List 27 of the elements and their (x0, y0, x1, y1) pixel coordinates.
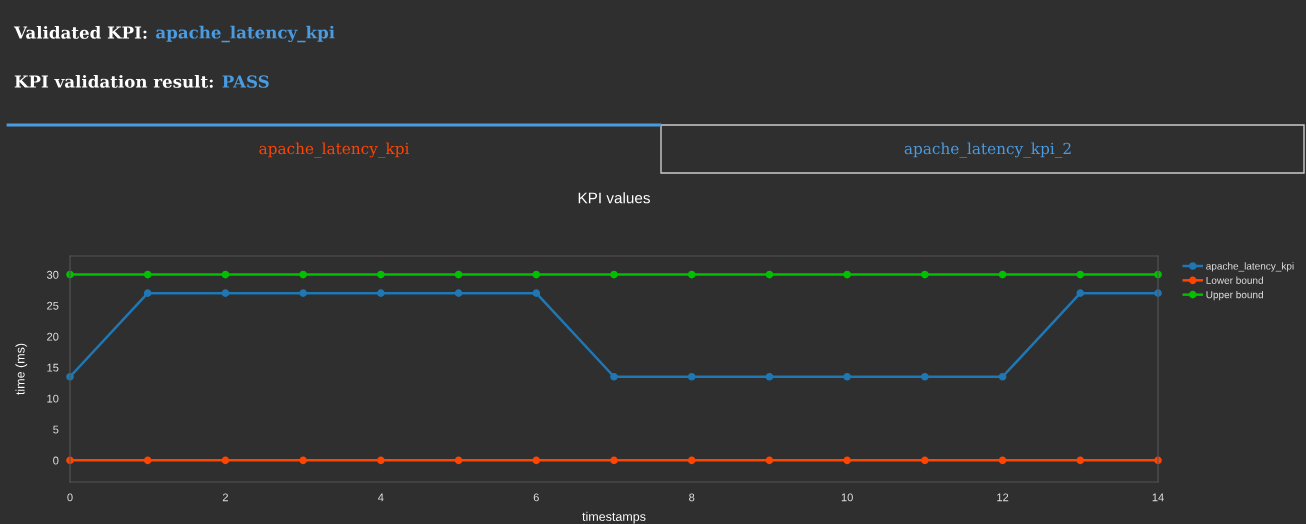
x-tick-label: 2 (222, 493, 228, 502)
text: PASS (222, 75, 269, 88)
chart-title: KPI values (578, 192, 650, 204)
y-tick-label: 30 (46, 270, 59, 279)
x-tick-label: 8 (689, 493, 695, 502)
text: apache_latency_kpi_2 (904, 142, 1071, 158)
legend-label: Upper bound (1206, 290, 1263, 301)
y-tick-label: 10 (47, 394, 59, 403)
y-tick-label: 15 (47, 363, 59, 372)
legend-label: Lower bound (1206, 276, 1263, 284)
y-tick-label: 25 (47, 301, 59, 310)
x-tick-label: 12 (997, 493, 1009, 502)
y-tick-label: 0 (53, 456, 59, 465)
text: KPI validation result: (14, 74, 213, 88)
x-tick-label: 4 (378, 493, 384, 502)
text: apache_latency_kpi (156, 25, 335, 43)
y-tick-label: 20 (47, 332, 59, 341)
x-tick-label: 14 (1152, 493, 1164, 502)
x-axis-title: timestamps (582, 511, 646, 524)
x-tick-label: 6 (533, 493, 539, 502)
text: apache_latency_kpi (259, 142, 410, 158)
legend-label: apache_latency_kpi (1206, 262, 1294, 272)
x-tick-label: 10 (841, 493, 853, 502)
y-axis-title: time (ms) (15, 343, 28, 395)
y-tick-label: 5 (53, 425, 59, 434)
x-tick-label: 0 (67, 493, 73, 502)
text: Validated KPI: (13, 25, 147, 39)
